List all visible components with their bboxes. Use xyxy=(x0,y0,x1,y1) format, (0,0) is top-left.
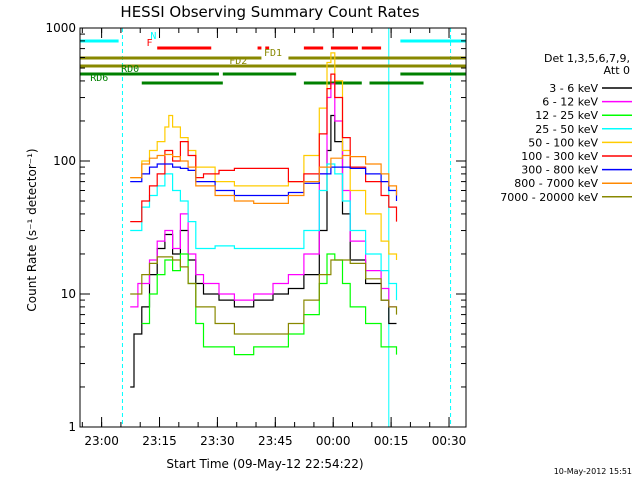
y-tick-label: 10 xyxy=(61,287,76,301)
series-line-5 xyxy=(130,73,398,223)
legend-entry-label: 6 - 12 keV xyxy=(542,96,598,109)
y-ticks: 1 10 100 1000 xyxy=(45,21,466,434)
x-tick-label: 23:15 xyxy=(142,434,177,448)
y-tick-label: 100 xyxy=(53,154,76,168)
legend-header: Det 1,3,5,6,7,9, xyxy=(544,52,630,65)
series-line-2 xyxy=(141,253,398,356)
y-tick-label: 1000 xyxy=(45,21,76,35)
legend-entry-label: 12 - 25 keV xyxy=(535,109,598,122)
plot-frame xyxy=(79,27,467,428)
x-axis-label: Start Time (09-May-12 22:54:22) xyxy=(166,457,363,471)
legend-entry-label: 800 - 7000 keV xyxy=(514,177,598,190)
status-bar-label-fd1: FD1 xyxy=(264,48,282,59)
series-line-4 xyxy=(130,52,398,260)
status-bar-label-f: F xyxy=(146,38,152,49)
status-bar-label-n: N xyxy=(150,31,156,42)
series-line-8 xyxy=(130,256,398,335)
legend-entry-label: 25 - 50 keV xyxy=(535,123,598,136)
legend-entry-label: 100 - 300 keV xyxy=(521,150,598,163)
x-tick-label: 23:00 xyxy=(84,434,119,448)
y-tick-label: 1 xyxy=(68,420,76,434)
legend-entry-label: 300 - 800 keV xyxy=(521,164,598,177)
legend-entry-label: 50 - 100 keV xyxy=(528,136,598,149)
series-line-3 xyxy=(130,163,398,301)
series-line-0 xyxy=(130,114,397,388)
x-ticks: 23:00 23:15 23:30 23:45 00:00 00:15 00:30 xyxy=(81,28,467,448)
x-tick-label: 00:15 xyxy=(374,434,409,448)
chart-title: HESSI Observing Summary Count Rates xyxy=(120,3,419,21)
legend-entry-label: 7000 - 20000 keV xyxy=(500,191,598,204)
x-tick-label: 23:45 xyxy=(258,434,293,448)
series-line-1 xyxy=(130,83,397,308)
series-line-6 xyxy=(130,163,398,201)
x-tick-label: 00:30 xyxy=(432,434,467,448)
status-bar-label-fd2: FD2 xyxy=(229,56,247,67)
plot-area: NF FD1 FD2 RD0 RD6 xyxy=(80,28,466,427)
status-bar-label-rd6: RD6 xyxy=(90,73,108,84)
status-bar-label-rd0: RD0 xyxy=(121,64,139,75)
y-axis-label: Count Rate (s⁻¹ detector⁻¹) xyxy=(25,148,39,311)
timestamp: 10-May-2012 15:51 xyxy=(554,467,632,476)
x-tick-label: 23:30 xyxy=(200,434,235,448)
legend-entry-label: 3 - 6 keV xyxy=(549,82,598,95)
x-tick-label: 00:00 xyxy=(316,434,351,448)
legend-header: Att 0 xyxy=(604,64,630,77)
series-line-7 xyxy=(130,153,398,204)
